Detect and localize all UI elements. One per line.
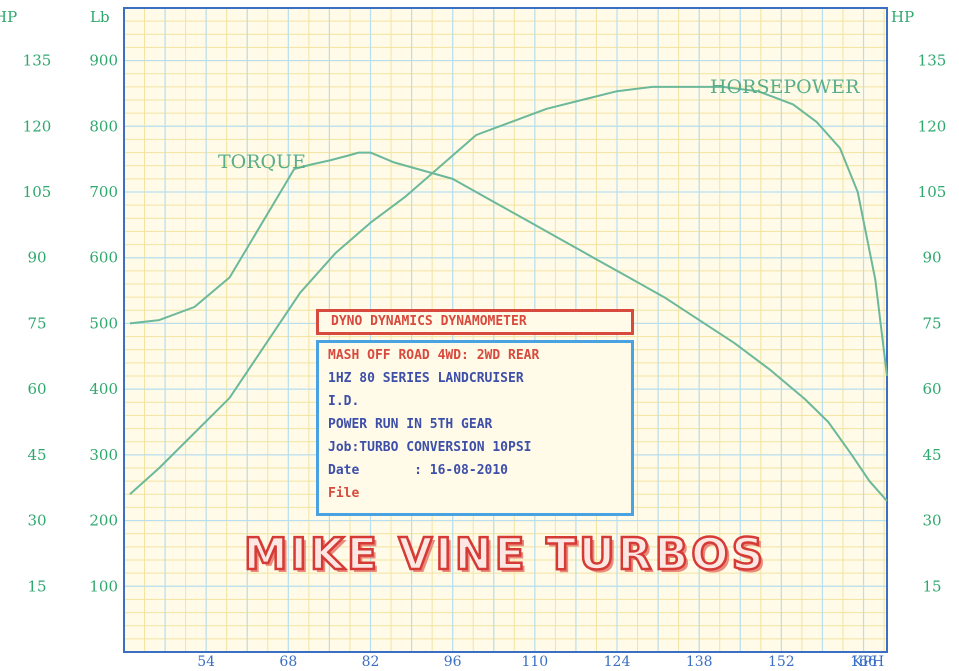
right-tick-label: 60 bbox=[922, 380, 941, 398]
x-tick-label: 124 bbox=[604, 654, 631, 670]
far-left-tick-label: 30 bbox=[27, 512, 46, 530]
left-tick-label: 900 bbox=[89, 52, 118, 70]
far-left-tick-label: 135 bbox=[23, 52, 52, 70]
run-info-box: MASH OFF ROAD 4WD: 2WD REAR 1HZ 80 SERIE… bbox=[316, 340, 634, 516]
info-run-type: POWER RUN IN 5TH GEAR bbox=[328, 417, 493, 432]
info-vehicle-model: 1HZ 80 SERIES LANDCRUISER bbox=[328, 371, 524, 386]
right-tick-label: 120 bbox=[918, 117, 947, 135]
series-lines bbox=[129, 85, 888, 502]
far-left-tick-label: 90 bbox=[27, 249, 46, 267]
right-axis-unit: HP bbox=[891, 8, 914, 26]
left-tick-label: 800 bbox=[89, 117, 118, 135]
far-left-axis-unit: HP bbox=[0, 8, 17, 26]
x-tick-label: 68 bbox=[279, 654, 297, 670]
right-tick-label: 45 bbox=[922, 446, 941, 464]
left-axis-unit: Lb bbox=[90, 8, 110, 26]
x-tick-label: 138 bbox=[686, 654, 713, 670]
left-tick-label: 600 bbox=[89, 249, 118, 267]
right-tick-label: 105 bbox=[918, 183, 947, 201]
right-tick-label: 15 bbox=[922, 577, 941, 595]
left-axis-ticks: 100 200 300 400 500 600 700 800 900 bbox=[89, 52, 118, 596]
far-left-tick-label: 75 bbox=[27, 314, 46, 332]
chart-title: DYNO DYNAMICS DYNAMOMETER bbox=[331, 314, 527, 329]
far-left-axis-ticks: 15 30 45 60 75 90 105 120 135 bbox=[23, 52, 52, 596]
series-line-torque bbox=[129, 151, 888, 502]
right-tick-label: 30 bbox=[922, 512, 941, 530]
right-tick-label: 75 bbox=[922, 314, 941, 332]
left-tick-label: 700 bbox=[89, 183, 118, 201]
x-tick-label: 152 bbox=[768, 654, 795, 670]
brand-banner: MIKE VINE TURBOS bbox=[242, 528, 767, 582]
chart-title-box: DYNO DYNAMICS DYNAMOMETER bbox=[316, 309, 634, 335]
series-line-horsepower bbox=[129, 85, 888, 496]
info-file: File bbox=[328, 486, 360, 501]
info-vehicle-type: MASH OFF ROAD 4WD: 2WD REAR bbox=[328, 348, 540, 363]
horsepower-label: HORSEPOWER bbox=[710, 76, 860, 98]
far-left-tick-label: 105 bbox=[23, 183, 52, 201]
far-left-tick-label: 60 bbox=[27, 380, 46, 398]
far-left-tick-label: 45 bbox=[27, 446, 46, 464]
left-tick-label: 500 bbox=[89, 314, 118, 332]
left-tick-label: 300 bbox=[89, 446, 118, 464]
x-axis-unit: KPH bbox=[852, 654, 884, 670]
left-tick-label: 100 bbox=[89, 577, 118, 595]
plot-frame bbox=[123, 7, 888, 653]
right-tick-label: 90 bbox=[922, 249, 941, 267]
x-tick-label: 166 bbox=[850, 654, 877, 670]
right-tick-label: 135 bbox=[918, 52, 947, 70]
far-left-tick-label: 120 bbox=[23, 117, 52, 135]
info-id: I.D. bbox=[328, 394, 360, 409]
x-tick-label: 82 bbox=[362, 654, 380, 670]
x-tick-label: 54 bbox=[197, 654, 215, 670]
far-left-tick-label: 15 bbox=[27, 577, 46, 595]
x-tick-label: 110 bbox=[521, 654, 548, 670]
left-tick-label: 400 bbox=[89, 380, 118, 398]
left-tick-label: 200 bbox=[89, 512, 118, 530]
info-job: Job:TURBO CONVERSION 10PSI bbox=[328, 440, 532, 455]
info-date: Date : 16-08-2010 bbox=[328, 463, 509, 478]
x-tick-label: 96 bbox=[444, 654, 462, 670]
x-axis-ticks: 54 68 82 96 110 124 138 152 166 bbox=[197, 654, 877, 670]
right-axis-ticks: 15 30 45 60 75 90 105 120 135 bbox=[918, 52, 947, 596]
torque-label: TORQUE bbox=[218, 151, 306, 173]
